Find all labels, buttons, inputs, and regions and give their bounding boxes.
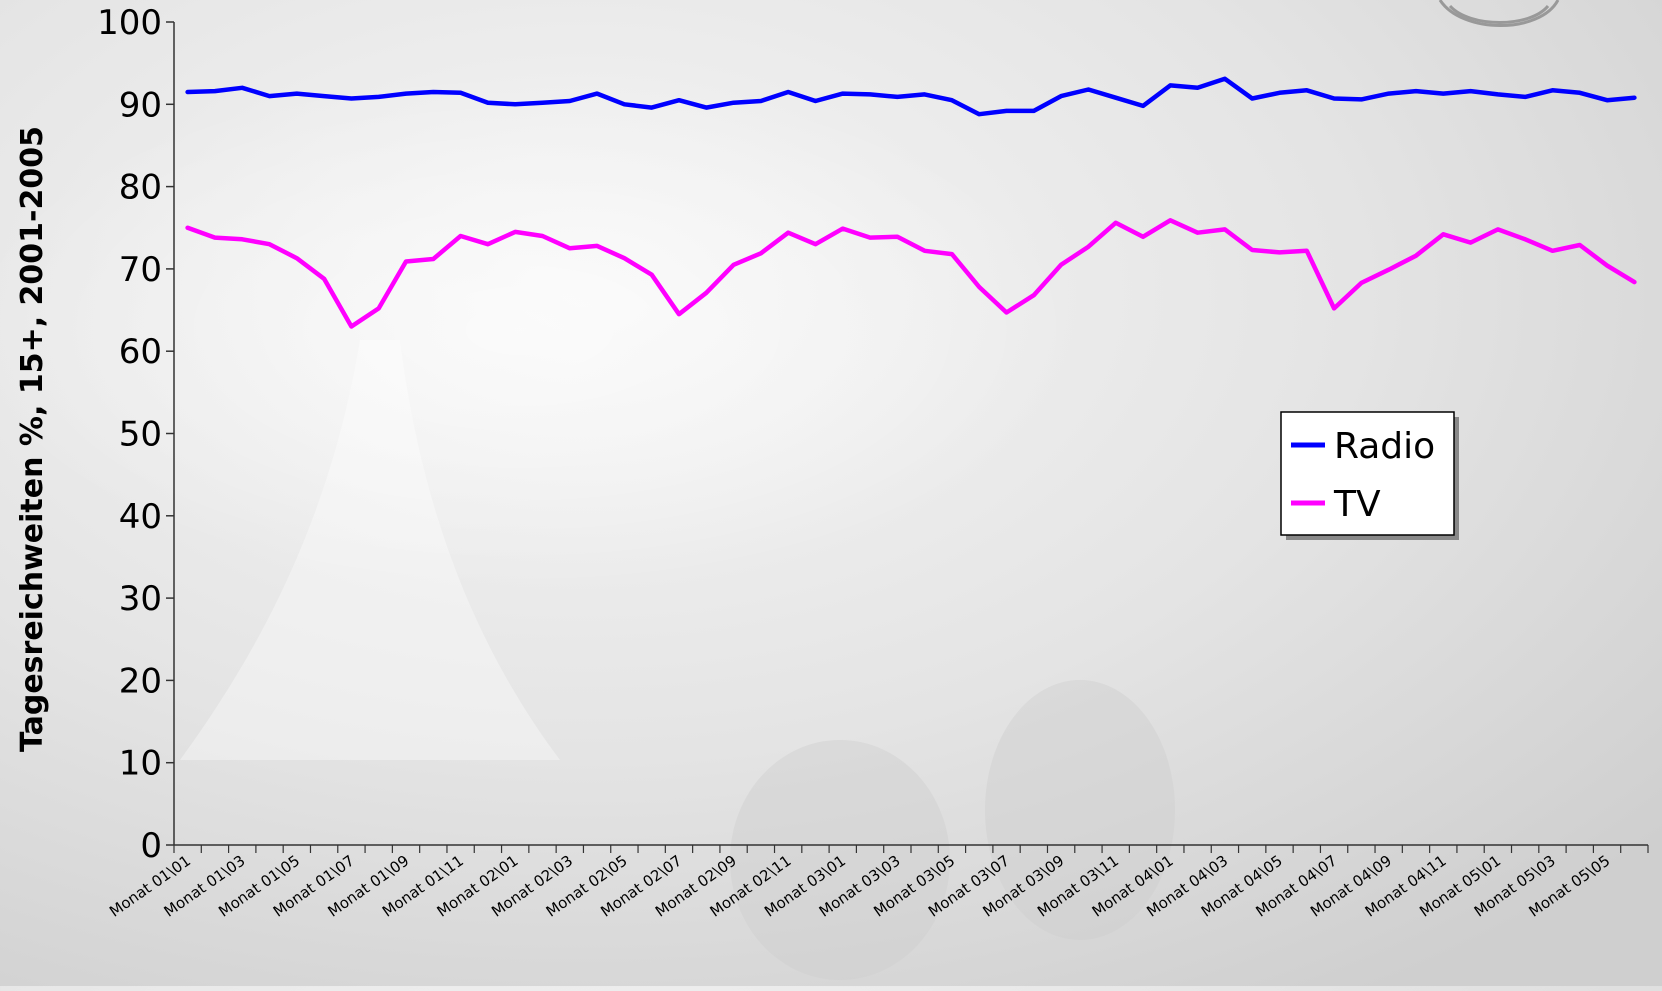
y-tick-label: 0 — [140, 826, 162, 866]
y-axis-ticks: 0 10 20 30 40 50 60 70 80 90 100 — [97, 3, 174, 866]
y-tick-label: 50 — [119, 415, 162, 455]
y-tick-label: 80 — [119, 168, 162, 208]
y-tick-label: 90 — [119, 85, 162, 125]
series-layer — [185, 76, 1637, 329]
y-tick-label: 10 — [119, 744, 162, 784]
legend-box — [1280, 411, 1455, 536]
y-tick-label: 20 — [119, 661, 162, 701]
legend: Radio TV — [1280, 411, 1459, 540]
y-tick-label: 70 — [119, 250, 162, 290]
legend-label-tv: TV — [1333, 484, 1381, 525]
y-tick-label: 30 — [119, 579, 162, 619]
legend-label-radio: Radio — [1334, 426, 1435, 467]
series-line-radio — [185, 76, 1637, 117]
y-tick-label: 60 — [119, 332, 162, 372]
y-axis-label: Tagesreichweiten %, 15+, 2001-2005 — [15, 126, 50, 752]
y-tick-label: 100 — [97, 3, 162, 43]
series-line-tv — [185, 218, 1637, 329]
y-tick-label: 40 — [119, 497, 162, 537]
